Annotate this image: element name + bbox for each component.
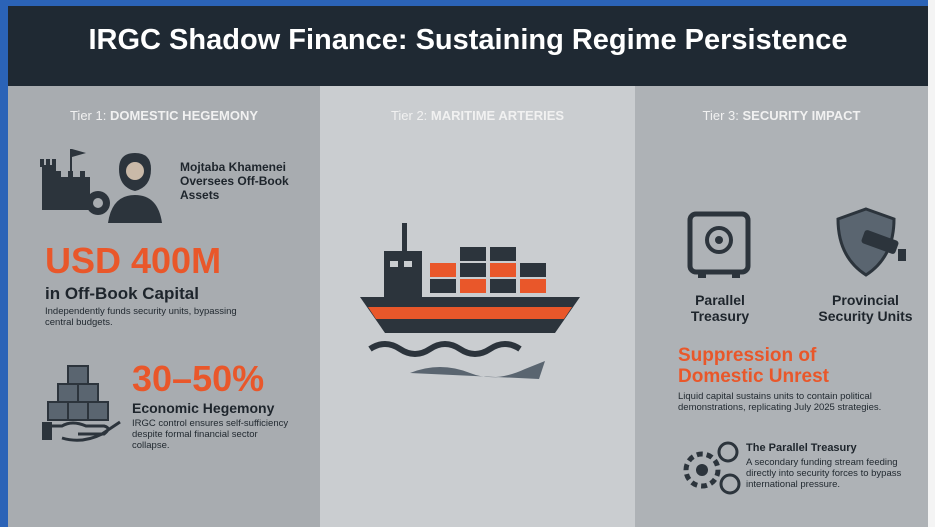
edge xyxy=(928,0,935,527)
tier-name: DOMESTIC HEGEMONY xyxy=(110,108,258,123)
unrest-note: Liquid capital sustains units to contain… xyxy=(678,391,918,413)
tier-label: Tier 2: MARITIME ARTERIES xyxy=(320,108,635,123)
parallel-heading: The Parallel Treasury xyxy=(746,442,857,454)
hegemony-icon xyxy=(40,360,130,445)
tier-prefix: Tier 1: xyxy=(70,108,106,123)
tier-prefix: Tier 2: xyxy=(391,108,427,123)
treasury-gear-icon xyxy=(678,440,744,500)
tier-label: Tier 1: DOMESTIC HEGEMONY xyxy=(8,108,320,123)
hegemony-figure: 30–50% xyxy=(132,358,264,400)
infographic: IRGC Shadow Finance: Sustaining Regime P… xyxy=(0,0,935,527)
ship-icon xyxy=(350,215,600,415)
hegemony-label: Economic Hegemony xyxy=(132,400,274,416)
tier-name: SECURITY IMPACT xyxy=(743,108,861,123)
unrest-heading: Suppression of Domestic Unrest xyxy=(678,345,878,387)
capital-figure: USD 400M xyxy=(45,240,221,282)
safe-icon xyxy=(686,210,756,280)
security-caption: Provincial Security Units xyxy=(808,292,923,324)
treasury-caption: Parallel Treasury xyxy=(670,292,770,324)
tier-label: Tier 3: SECURITY IMPACT xyxy=(635,108,928,123)
capital-note: Independently funds security units, bypa… xyxy=(45,306,265,328)
leadership-icon xyxy=(40,145,175,225)
tier-name: MARITIME ARTERIES xyxy=(431,108,564,123)
capital-label: in Off-Book Capital xyxy=(45,284,199,304)
parallel-note: A secondary funding stream feeding direc… xyxy=(746,457,906,490)
tier-prefix: Tier 3: xyxy=(703,108,739,123)
shield-icon xyxy=(832,205,912,280)
title: IRGC Shadow Finance: Sustaining Regime P… xyxy=(8,24,928,57)
hegemony-note: IRGC control ensures self-sufficiency de… xyxy=(132,418,292,451)
leader-caption: Mojtaba Khamenei Oversees Off-Book Asset… xyxy=(180,160,300,202)
